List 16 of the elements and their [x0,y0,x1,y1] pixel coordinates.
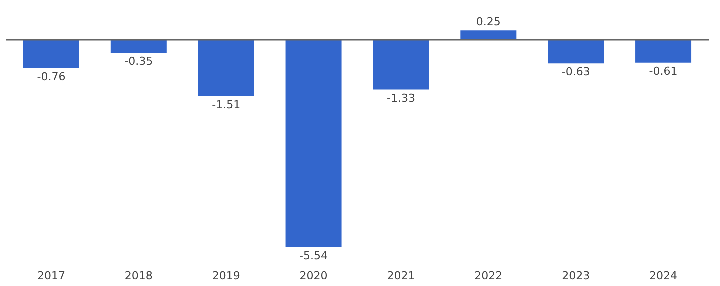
data-label: -1.33 [386,92,416,105]
x-tick-label: 2018 [124,270,153,282]
data-label: -0.63 [562,66,590,79]
data-label: -1.51 [212,98,241,112]
data-label: -0.61 [649,64,678,78]
x-tick-label: 2020 [300,270,328,282]
data-label: 0.25 [476,16,501,29]
x-tick-label: 2021 [387,270,416,282]
data-label: -0.35 [124,55,154,68]
data-label: -0.76 [37,70,66,84]
x-tick-label: 2024 [650,270,678,282]
x-tick-label: 2023 [562,270,590,282]
x-tick-label: 2017 [37,270,66,282]
x-tick-label: 2022 [474,270,503,282]
x-tick-label: 2019 [212,270,240,282]
data-label: -5.54 [300,249,328,262]
